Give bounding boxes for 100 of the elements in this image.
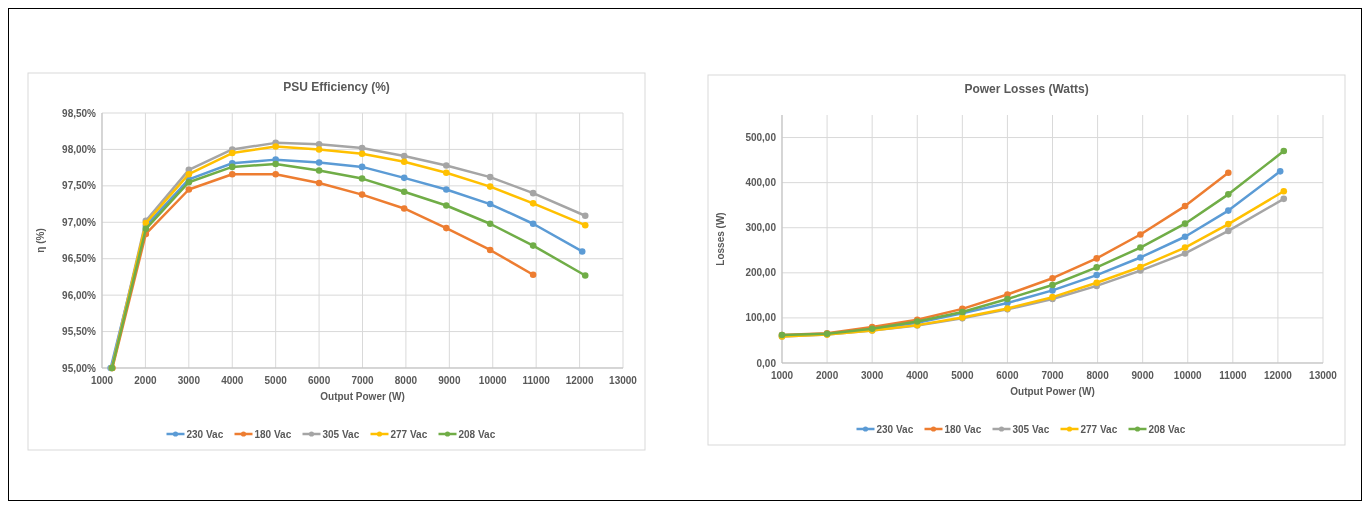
- x-axis-title: Output Power (W): [1010, 386, 1095, 397]
- point: [1137, 244, 1144, 251]
- y-tick-label: 200,00: [745, 267, 777, 279]
- point: [1225, 191, 1232, 198]
- y-tick-label: 0,00: [756, 357, 777, 369]
- point: [1280, 187, 1288, 195]
- point: [486, 246, 494, 254]
- x-tick-label: 10000: [1173, 370, 1203, 381]
- legend-label: 277 Vac: [390, 428, 428, 440]
- point: [442, 169, 450, 177]
- point: [1280, 147, 1288, 155]
- point: [529, 189, 537, 197]
- point: [358, 144, 366, 152]
- x-tick-label: 6000: [996, 370, 1019, 381]
- point: [1225, 220, 1232, 228]
- x-tick-label: 1000: [770, 370, 794, 381]
- point: [1181, 244, 1189, 251]
- point: [185, 170, 193, 178]
- point: [1049, 281, 1056, 289]
- point: [486, 200, 494, 208]
- legend-label: 208 Vac: [1148, 423, 1186, 435]
- legend-label: 230 Vac: [186, 428, 224, 440]
- x-tick-label: 13000: [1309, 370, 1338, 381]
- point: [578, 248, 586, 255]
- point: [272, 143, 279, 150]
- point: [400, 152, 408, 160]
- point: [486, 183, 494, 190]
- x-tick-label: 10000: [478, 375, 508, 386]
- y-tick-label: 300,00: [745, 222, 777, 234]
- chart-title: PSU Efficiency (%): [283, 80, 390, 94]
- point: [529, 271, 537, 279]
- point: [1181, 233, 1189, 241]
- point: [315, 146, 323, 153]
- point: [1225, 169, 1232, 177]
- x-tick-label: 7000: [1041, 370, 1065, 381]
- point: [1004, 295, 1011, 303]
- x-tick-label: 7000: [351, 375, 375, 386]
- x-tick-label: 4000: [221, 375, 244, 386]
- x-tick-label: 13000: [609, 375, 638, 386]
- x-tick-label: 12000: [565, 375, 594, 386]
- y-tick-label: 95,00%: [62, 362, 97, 374]
- chart-title: Power Losses (Watts): [964, 82, 1089, 96]
- x-tick-label: 11000: [522, 375, 551, 386]
- point: [1276, 168, 1284, 175]
- point: [442, 162, 450, 169]
- y-tick-label: 96,00%: [62, 289, 97, 301]
- x-tick-label: 9000: [438, 375, 461, 386]
- x-axis-title: Output Power (W): [320, 391, 405, 402]
- point: [442, 202, 450, 209]
- point: [1225, 227, 1232, 235]
- y-tick-label: 95,50%: [62, 326, 97, 338]
- point: [1137, 263, 1144, 271]
- point: [1093, 271, 1100, 279]
- x-tick-label: 2000: [134, 375, 157, 386]
- point: [581, 221, 589, 229]
- point: [486, 220, 494, 228]
- x-tick-label: 8000: [394, 375, 418, 386]
- point: [358, 191, 366, 198]
- y-tick-label: 400,00: [745, 177, 777, 189]
- point: [400, 205, 408, 212]
- point: [358, 175, 366, 182]
- x-tick-label: 6000: [307, 375, 331, 386]
- x-tick-label: 8000: [1086, 370, 1110, 381]
- legend-label: 305 Vac: [322, 428, 360, 440]
- y-tick-label: 98,50%: [62, 107, 97, 119]
- x-tick-label: 3000: [861, 370, 884, 381]
- x-tick-label: 2000: [815, 370, 839, 381]
- point: [1181, 250, 1189, 257]
- x-tick-label: 3000: [177, 375, 201, 386]
- point: [442, 186, 450, 193]
- point: [529, 220, 537, 228]
- point: [1280, 195, 1288, 203]
- legend-label: 305 Vac: [1012, 423, 1050, 435]
- y-axis-title: Losses (W): [715, 212, 726, 266]
- point: [1137, 254, 1144, 261]
- point: [442, 224, 450, 232]
- legend-label: 230 Vac: [876, 423, 914, 435]
- point: [400, 158, 408, 166]
- point: [529, 200, 537, 207]
- point: [315, 167, 323, 174]
- point: [358, 163, 366, 171]
- x-tick-label: 9000: [1131, 370, 1155, 381]
- y-tick-label: 97,00%: [62, 216, 97, 228]
- point: [581, 272, 589, 279]
- x-tick-label: 11000: [1219, 370, 1247, 381]
- point: [272, 170, 279, 178]
- point: [315, 159, 323, 166]
- legend-label: 208 Vac: [458, 428, 496, 440]
- x-tick-label: 1000: [90, 375, 114, 386]
- point: [1137, 231, 1144, 238]
- point: [581, 212, 589, 220]
- y-tick-label: 97,50%: [62, 180, 97, 192]
- point: [228, 163, 236, 171]
- point: [358, 150, 366, 158]
- point: [1049, 274, 1056, 282]
- y-tick-label: 500,00: [745, 132, 777, 144]
- point: [228, 170, 236, 178]
- point: [1093, 255, 1100, 262]
- legend-label: 180 Vac: [944, 423, 982, 435]
- legend-label: 180 Vac: [254, 428, 292, 440]
